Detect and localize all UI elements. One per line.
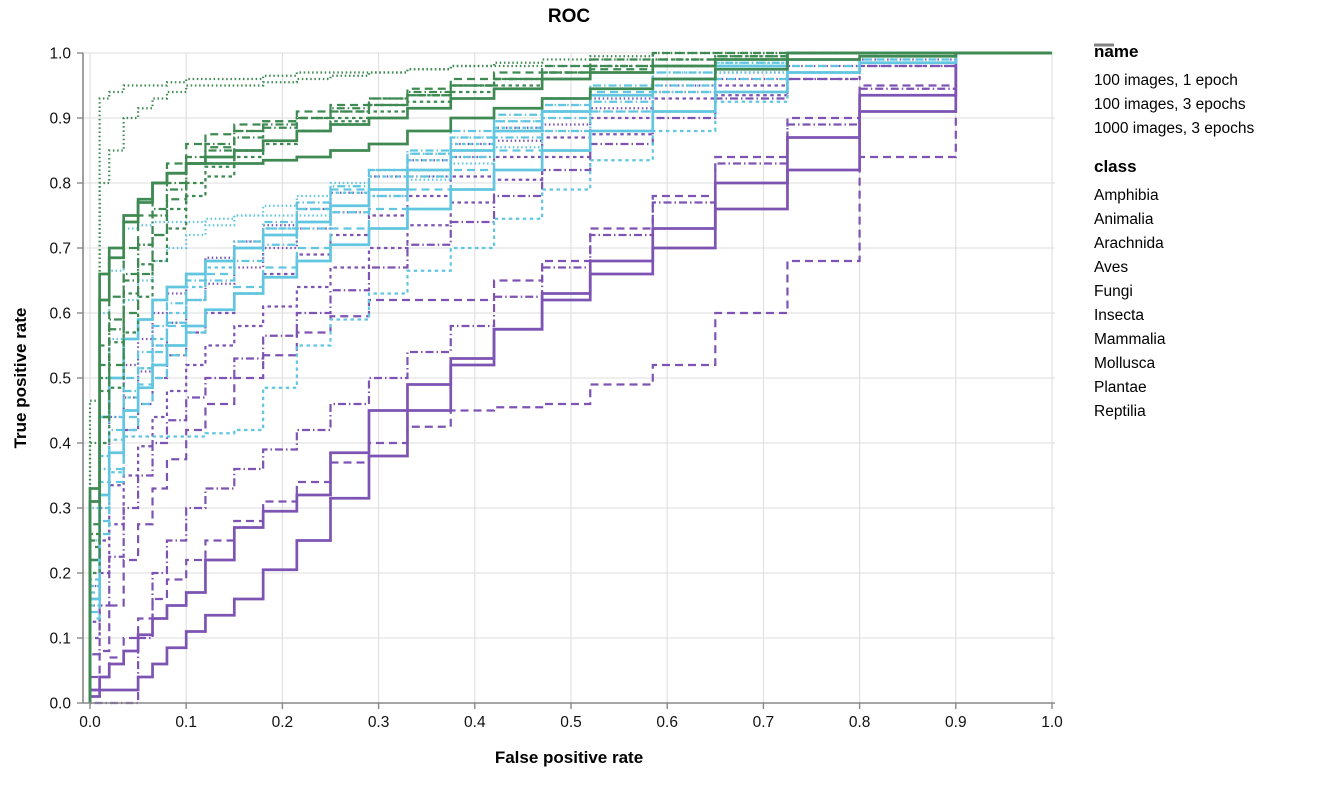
legend-item-100-images-3-epochs: 100 images, 3 epochs [1094, 43, 1334, 117]
legend-item-animalia: Animalia [1094, 44, 1334, 232]
series-1000-images-3-epochs-plantae [88, 51, 1052, 703]
y-axis-tick-label: 0.5 [49, 371, 71, 388]
series-100-images-1-epoch-insecta [88, 51, 1052, 703]
y-axis-title: True positive rate [11, 307, 30, 449]
series-100-images-1-epoch-reptilia [90, 51, 1052, 705]
legend-label: Amphibia [1094, 187, 1159, 204]
roc-curves [88, 51, 1052, 705]
chart-title: ROC [547, 6, 591, 27]
legend-label: 100 images, 3 epochs [1094, 96, 1246, 113]
legend-class-title: class [1094, 157, 1137, 176]
x-axis-tick-label: 0.6 [656, 714, 678, 731]
legend-item-amphibia: Amphibia [1094, 43, 1334, 208]
series-100-images-3-epochs-mammalia [88, 51, 1052, 703]
legend-item-mammalia: Mammalia [1094, 44, 1334, 352]
gridlines [83, 52, 1055, 704]
axes: 0.0 0.0 0.1 0.1 0.2 0.2 0.3 0.3 0.4 0.4 0.5 0.5 0.6 0… [49, 46, 1063, 732]
y-axis-tick-label: 0.1 [49, 631, 71, 648]
legend-label: Mollusca [1094, 355, 1156, 372]
reptilia-legend-symbol [1094, 44, 1114, 46]
y-axis-tick-label: 0.9 [49, 111, 71, 128]
legend-label: Insecta [1094, 307, 1144, 324]
x-axis-tick-label: 0.2 [272, 714, 294, 731]
legend-item-100-images-1-epoch: 100 images, 1 epoch [1094, 43, 1334, 93]
series-100-images-3-epochs-mollusca [88, 51, 1052, 703]
plot-area: 0.0 0.0 0.1 0.1 0.2 0.2 0.3 0.3 0.4 0.4 0.5 0.5 0.6 0… [49, 46, 1063, 732]
y-axis-tick-label: 0.4 [49, 436, 71, 453]
series-1000-images-3-epochs-mollusca [88, 51, 1052, 703]
x-axis-tick-label: 0.0 [79, 714, 101, 731]
y-axis-tick-label: 1.0 [49, 46, 71, 63]
legend-item-arachnida: Arachnida [1094, 44, 1334, 256]
x-axis-tick-label: 0.7 [753, 714, 775, 731]
legend-label: Mammalia [1094, 331, 1166, 348]
legend-item-plantae: Plantae [1094, 44, 1334, 400]
legend-class-entries: Amphibia Animalia Arachnida Aves Fungi Insect… [1094, 43, 1334, 424]
legend-label: Aves [1094, 259, 1129, 276]
series-1000-images-3-epochs-reptilia [88, 51, 1052, 703]
x-axis-tick-label: 0.5 [560, 714, 582, 731]
x-axis-tick-label: 0.4 [464, 714, 486, 731]
legend-name-title: name [1094, 42, 1139, 61]
x-axis-tick-label: 1.0 [1041, 714, 1063, 731]
series-100-images-1-epoch-fungi [88, 51, 1052, 703]
y-axis-tick-label: 0.6 [49, 306, 71, 323]
legend-name-entries: 100 images, 1 epoch 100 images, 3 epochs 1… [1094, 43, 1334, 141]
series-100-images-3-epochs-plantae [88, 51, 1052, 703]
legend-label: Reptilia [1094, 403, 1146, 420]
x-axis-tick-label: 0.8 [849, 714, 871, 731]
series-100-images-1-epoch-mammalia [88, 51, 1052, 703]
legend-label: Animalia [1094, 211, 1154, 228]
y-axis-tick-label: 0.0 [49, 696, 71, 713]
x-axis-tick-label: 0.3 [368, 714, 390, 731]
y-axis-tick-label: 0.2 [49, 566, 71, 583]
legend-label: Plantae [1094, 379, 1147, 396]
legend-item-reptilia: Reptilia [1094, 44, 1334, 424]
legend-item-1000-images-3-epochs: 1000 images, 3 epochs [1094, 43, 1334, 141]
legend-label: 100 images, 1 epoch [1094, 72, 1238, 89]
legend-item-mollusca: Mollusca [1094, 44, 1334, 376]
legend-label: 1000 images, 3 epochs [1094, 120, 1255, 137]
series-1000-images-3-epochs-amphibia [88, 51, 1052, 703]
y-axis-tick-label: 0.8 [49, 176, 71, 193]
series-1000-images-3-epochs-aves [88, 51, 1052, 703]
y-axis-tick-label: 0.3 [49, 501, 71, 518]
legend: name 100 images, 1 epoch 100 images, 3 ep… [1094, 42, 1334, 424]
legend-item-fungi: Fungi [1094, 44, 1334, 304]
x-axis-tick-label: 0.1 [175, 714, 197, 731]
legend-label: Arachnida [1094, 235, 1164, 252]
legend-item-insecta: Insecta [1094, 43, 1334, 328]
legend-label: Fungi [1094, 283, 1133, 300]
x-axis-title: False positive rate [494, 748, 644, 767]
x-axis-tick-label: 0.9 [945, 714, 967, 731]
y-axis-tick-label: 0.7 [49, 241, 71, 258]
legend-item-aves: Aves [1094, 44, 1334, 280]
